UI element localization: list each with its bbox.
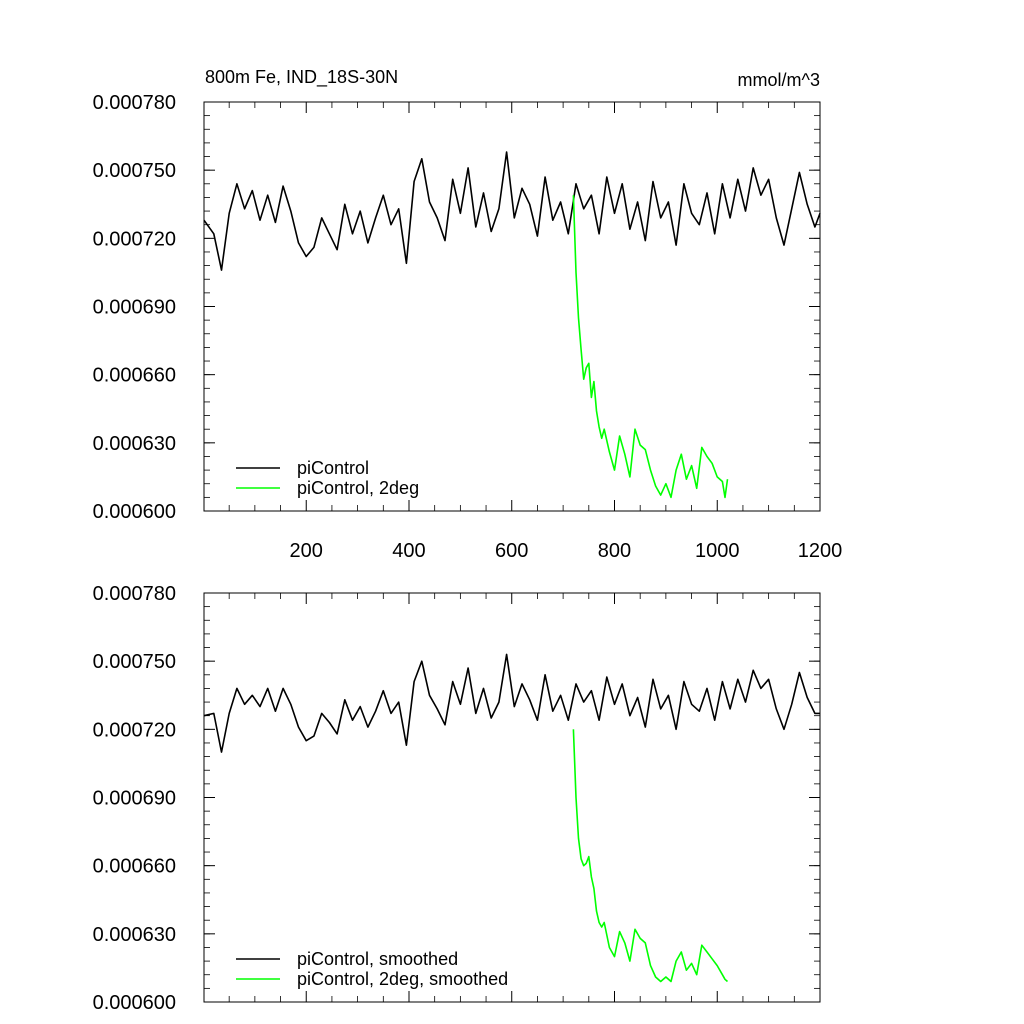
series-line-picontrol-2deg — [572, 729, 729, 983]
plot-frame — [203, 592, 821, 1003]
y-tick-label: 0.000750 — [93, 160, 176, 182]
y-tick-label: 0.000630 — [93, 924, 176, 946]
x-tick-label: 800 — [598, 540, 631, 562]
y-tick-label: 0.000750 — [93, 651, 176, 673]
legend-label: piControl, 2deg — [297, 478, 419, 498]
legend-label: piControl, smoothed — [297, 949, 458, 969]
plot-frame — [203, 101, 821, 512]
series-line-picontrol-2deg — [572, 195, 729, 499]
y-tick-label: 0.000630 — [93, 433, 176, 455]
y-tick-label: 0.000720 — [93, 228, 176, 250]
y-tick-label: 0.000780 — [93, 92, 176, 114]
x-tick-label: 200 — [290, 540, 323, 562]
y-tick-label: 0.000690 — [93, 297, 176, 319]
y-tick-label: 0.000600 — [93, 992, 176, 1014]
x-tick-label: 1000 — [695, 540, 740, 562]
y-tick-label: 0.000690 — [93, 788, 176, 810]
legend-label: piControl — [297, 458, 369, 478]
bottom-panel: 0.000600 0.000630 0.000660 0.000690 0.000720… — [93, 583, 821, 1014]
y-tick-label: 0.000600 — [93, 501, 176, 523]
series-line-picontrol — [203, 151, 821, 271]
top-panel: 800m Fe, IND_18S-30N mmol/m^3 0.000600 0.… — [93, 67, 843, 562]
x-tick-label: 1200 — [798, 540, 843, 562]
y-tick-label: 0.000780 — [93, 583, 176, 605]
units-label: mmol/m^3 — [738, 70, 820, 90]
y-tick-label: 0.000660 — [93, 856, 176, 878]
x-tick-label: 600 — [495, 540, 528, 562]
series-line-picontrol — [203, 653, 820, 753]
x-tick-label: 400 — [392, 540, 425, 562]
y-tick-label: 0.000660 — [93, 365, 176, 387]
legend-label: piControl, 2deg, smoothed — [297, 969, 508, 989]
chart-title: 800m Fe, IND_18S-30N — [205, 67, 398, 88]
y-tick-label: 0.000720 — [93, 719, 176, 741]
